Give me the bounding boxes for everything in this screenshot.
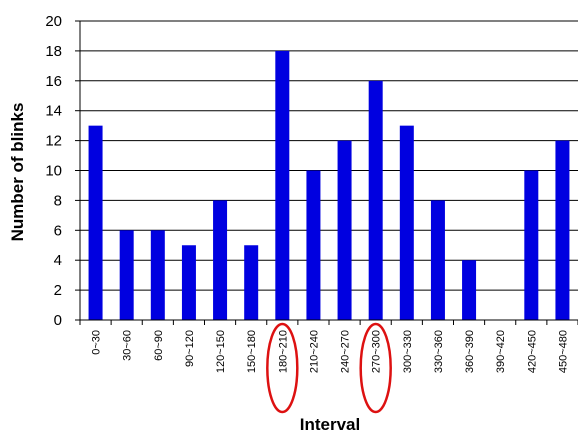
x-tick-labels: 0~30 30~60 60~90 90~120 120~150 150~180 180~21…: [91, 330, 570, 373]
x-tick-label: 120~150: [215, 330, 227, 373]
bar: [524, 170, 539, 320]
x-tick-label: 450~480: [557, 330, 569, 373]
x-tick-label: 150~180: [246, 330, 258, 373]
bar: [399, 125, 414, 321]
y-tick-label: 18: [45, 43, 62, 60]
bar: [244, 245, 259, 320]
bar: [555, 140, 570, 320]
y-tick-label: 10: [45, 163, 62, 180]
bars: [88, 50, 570, 321]
bar: [275, 50, 290, 321]
x-tick-label: 270~300: [371, 330, 383, 373]
x-tick-label: 390~420: [495, 330, 507, 373]
highlight-ring: [359, 322, 392, 414]
bar: [119, 230, 134, 320]
y-tick-label: 16: [45, 73, 62, 90]
bar: [181, 245, 196, 320]
x-tick-label: 300~330: [402, 330, 414, 373]
y-tick-label: 4: [54, 252, 62, 269]
x-axis-title: Interval: [300, 415, 360, 434]
bar: [88, 125, 103, 321]
y-tick-labels: 0 2 4 6 8 10 12 14 16 18 20: [45, 13, 62, 329]
bar: [462, 260, 477, 320]
y-tick-label: 8: [54, 192, 62, 209]
axes: [75, 20, 578, 325]
y-axis-title: Number of blinks: [8, 103, 27, 242]
bar: [213, 200, 228, 320]
x-tick-label: 60~90: [153, 330, 165, 361]
bar: [337, 140, 352, 320]
highlight-rings: [266, 322, 392, 414]
x-tick-label: 240~270: [340, 330, 352, 373]
y-tick-label: 6: [54, 222, 62, 239]
x-tick-label: 210~240: [308, 330, 320, 373]
y-tick-label: 14: [45, 103, 62, 120]
x-tick-label: 360~390: [464, 330, 476, 373]
y-tick-label: 2: [54, 282, 62, 299]
y-tick-label: 12: [45, 133, 62, 150]
x-tick-label: 30~60: [122, 330, 134, 361]
y-tick-label: 20: [45, 13, 62, 30]
bar: [150, 230, 165, 320]
bar: [368, 80, 383, 320]
x-tick-label: 0~30: [91, 330, 103, 355]
highlight-ring: [266, 322, 299, 414]
x-tick-label: 330~360: [433, 330, 445, 373]
x-tick-label: 90~120: [184, 330, 196, 367]
x-tick-label: 180~210: [277, 330, 289, 373]
bar: [306, 170, 321, 320]
y-tick-label: 0: [54, 312, 62, 329]
x-tick-label: 420~450: [526, 330, 538, 373]
bar: [430, 200, 445, 320]
